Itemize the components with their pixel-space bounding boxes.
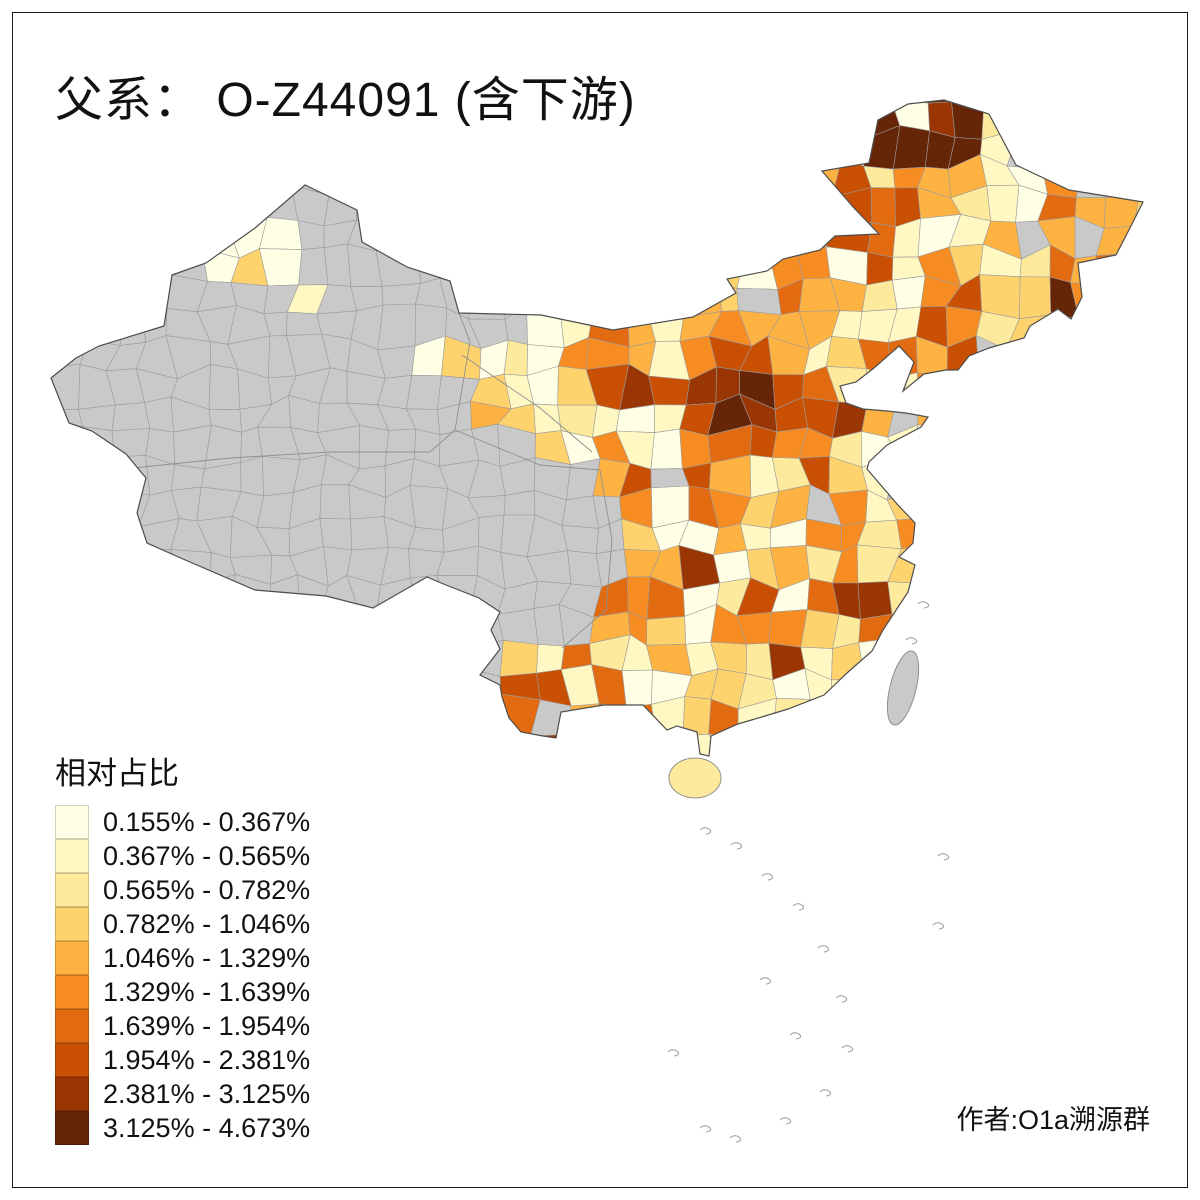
- taiwan-island: [886, 650, 920, 726]
- hainan-island: [668, 757, 722, 799]
- legend-label: 1.329% - 1.639%: [103, 976, 311, 1007]
- country-border: [50, 99, 1144, 757]
- legend-swatch: [55, 1043, 89, 1077]
- legend-swatch: [55, 839, 89, 873]
- sea-islands: [667, 601, 950, 1143]
- legend: 相对占比 0.155% - 0.367% 0.367% - 0.565% 0.565…: [55, 748, 310, 1145]
- legend-items: 0.155% - 0.367% 0.367% - 0.565% 0.565% - 0…: [55, 805, 310, 1145]
- legend-item: 0.155% - 0.367%: [55, 805, 310, 839]
- legend-item: 1.954% - 2.381%: [55, 1043, 310, 1077]
- legend-swatch: [55, 873, 89, 907]
- author-credit: 作者:O1a溯源群: [956, 1105, 1150, 1135]
- legend-label: 2.381% - 3.125%: [103, 1078, 311, 1109]
- map-title: 父系： O-Z44091 (含下游): [55, 74, 636, 127]
- legend-item: 1.639% - 1.954%: [55, 1009, 310, 1043]
- legend-swatch: [55, 975, 89, 1009]
- legend-item: 1.046% - 1.329%: [55, 941, 310, 975]
- legend-swatch: [55, 1111, 89, 1145]
- legend-swatch: [55, 805, 89, 839]
- legend-item: 0.367% - 0.565%: [55, 839, 310, 873]
- province-borders: [132, 312, 613, 649]
- legend-item: 2.381% - 3.125%: [55, 1077, 310, 1111]
- legend-label: 0.155% - 0.367%: [103, 806, 311, 837]
- legend-item: 3.125% - 4.673%: [55, 1111, 310, 1145]
- legend-label: 1.954% - 2.381%: [103, 1044, 311, 1075]
- prefecture-mosaic: [51, 100, 1143, 756]
- legend-item: 0.782% - 1.046%: [55, 907, 310, 941]
- legend-label: 1.639% - 1.954%: [103, 1010, 311, 1041]
- legend-swatch: [55, 1077, 89, 1111]
- legend-title: 相对占比: [55, 756, 179, 791]
- legend-label: 0.782% - 1.046%: [103, 908, 311, 939]
- legend-label: 0.565% - 0.782%: [103, 874, 311, 905]
- legend-label: 1.046% - 1.329%: [103, 942, 311, 973]
- legend-label: 3.125% - 4.673%: [103, 1112, 311, 1143]
- legend-label: 0.367% - 0.565%: [103, 840, 311, 871]
- legend-swatch: [55, 907, 89, 941]
- legend-item: 0.565% - 0.782%: [55, 873, 310, 907]
- legend-item: 1.329% - 1.639%: [55, 975, 310, 1009]
- legend-swatch: [55, 941, 89, 975]
- legend-swatch: [55, 1009, 89, 1043]
